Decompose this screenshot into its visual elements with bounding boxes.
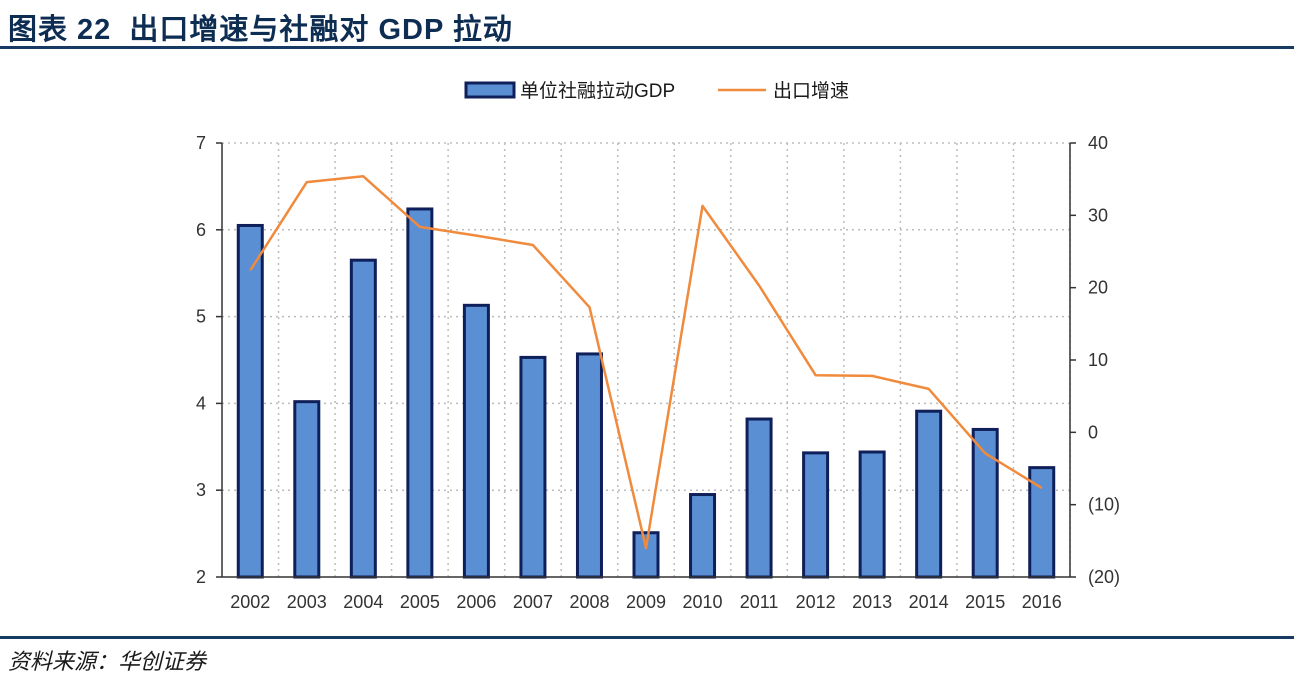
- legend: 单位社融拉动GDP 出口增速: [464, 80, 849, 102]
- bottom-divider: [0, 636, 1294, 639]
- right-tick-label: 0: [1088, 422, 1098, 442]
- bar-2003: [293, 400, 321, 579]
- legend-swatch-bar: [464, 81, 516, 99]
- bar-2006: [462, 303, 490, 579]
- bar-2008: [575, 352, 603, 579]
- chart-title: 图表 22 出口增速与社融对 GDP 拉动: [8, 14, 513, 46]
- left-tick-label: 4: [196, 393, 206, 413]
- top-divider: [0, 46, 1294, 49]
- x-tick-label: 2003: [287, 592, 327, 612]
- bar-2007: [519, 355, 547, 579]
- x-tick-label: 2016: [1022, 592, 1062, 612]
- x-tick-label: 2014: [909, 592, 949, 612]
- bar-2009: [632, 531, 660, 579]
- x-tick-label: 2013: [852, 592, 892, 612]
- chart-header: 图表 22 出口增速与社融对 GDP 拉动: [8, 6, 513, 46]
- right-tick-label: (10): [1088, 495, 1120, 515]
- left-tick-label: 6: [196, 220, 206, 240]
- x-tick-label: 2015: [965, 592, 1005, 612]
- x-tick-label: 2007: [513, 592, 553, 612]
- x-tick-label: 2005: [400, 592, 440, 612]
- x-tick-label: 2010: [683, 592, 723, 612]
- bar-2011: [745, 417, 773, 579]
- source-note: 资料来源：华创证券: [8, 649, 207, 674]
- x-tick-label: 2012: [796, 592, 836, 612]
- bar-2010: [689, 493, 717, 579]
- bar-2012: [802, 451, 830, 579]
- left-tick-label: 5: [196, 307, 206, 327]
- left-tick-label: 2: [196, 567, 206, 587]
- bar-2014: [915, 409, 943, 579]
- x-tick-label: 2011: [740, 592, 779, 612]
- bar-2013: [858, 450, 886, 579]
- right-tick-label: 20: [1088, 278, 1108, 298]
- left-tick-label: 3: [196, 480, 206, 500]
- x-tick-label: 2006: [456, 592, 496, 612]
- left-tick-label: 7: [196, 133, 206, 153]
- x-tick-label: 2008: [569, 592, 609, 612]
- right-tick-label: 30: [1088, 205, 1108, 225]
- legend-label-line: 出口增速: [773, 80, 849, 102]
- right-tick-label: 10: [1088, 350, 1108, 370]
- bar-2002: [236, 223, 264, 579]
- legend-label-bar: 单位社融拉动GDP: [520, 80, 675, 102]
- x-tick-label: 2004: [343, 592, 383, 612]
- right-tick-label: 40: [1088, 133, 1108, 153]
- x-tick-label: 2009: [626, 592, 666, 612]
- bar-2004: [349, 258, 377, 579]
- x-tick-label: 2002: [230, 592, 270, 612]
- bar-2005: [406, 207, 434, 579]
- right-tick-label: (20): [1088, 567, 1120, 587]
